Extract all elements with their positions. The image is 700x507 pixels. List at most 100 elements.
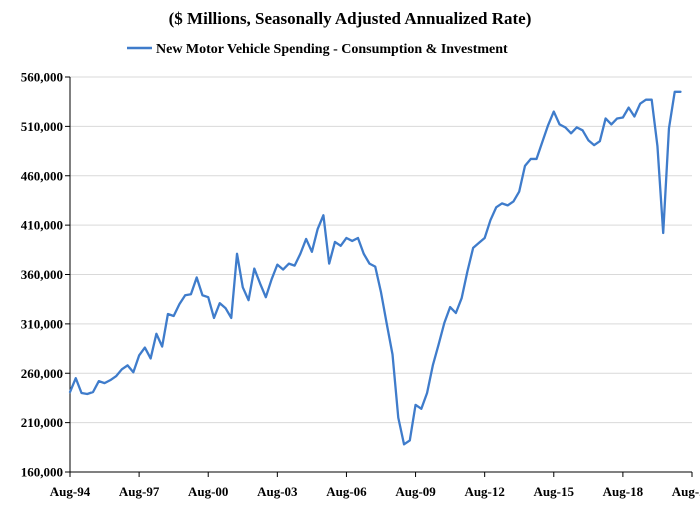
data-point	[495, 206, 497, 208]
data-point	[173, 315, 175, 317]
data-point	[472, 247, 474, 249]
data-point	[115, 375, 117, 377]
data-point	[311, 251, 313, 253]
data-point	[605, 117, 607, 120]
data-point	[236, 253, 238, 255]
data-point	[420, 408, 422, 410]
data-point	[593, 144, 595, 146]
x-tick-label: Aug-18	[603, 484, 644, 499]
data-point	[507, 204, 509, 206]
x-tick-label: Aug-09	[395, 484, 436, 499]
data-point	[651, 99, 653, 101]
data-point	[357, 237, 359, 239]
data-point	[426, 392, 428, 394]
data-point	[489, 219, 492, 221]
data-point	[265, 296, 267, 298]
data-point	[518, 190, 520, 193]
data-point	[230, 317, 232, 319]
y-tick-label: 210,000	[21, 415, 63, 430]
data-point	[501, 202, 503, 204]
data-point	[449, 306, 451, 308]
data-point	[224, 307, 227, 309]
data-point	[512, 200, 515, 203]
data-point	[639, 103, 641, 105]
data-point	[558, 123, 561, 125]
series-line-new-motor-vehicle-spending	[68, 90, 682, 446]
legend: New Motor Vehicle Spending - Consumption…	[127, 42, 508, 57]
data-point	[351, 240, 353, 242]
data-point	[150, 357, 152, 360]
data-point	[679, 91, 682, 93]
data-point	[345, 237, 348, 239]
data-point	[213, 317, 215, 319]
y-tick-label: 460,000	[21, 168, 63, 183]
data-point	[288, 263, 290, 265]
data-point	[466, 270, 468, 273]
data-point	[328, 263, 330, 265]
data-point	[109, 379, 111, 381]
data-point	[674, 91, 676, 93]
x-tick-label: Aug-00	[188, 484, 228, 499]
chart-title: ($ Millions, Seasonally Adjusted Annuali…	[169, 9, 532, 28]
x-tick-label: Aug-06	[326, 484, 367, 499]
data-point	[167, 313, 169, 315]
data-point	[553, 110, 555, 113]
data-point	[80, 392, 83, 394]
data-point	[386, 323, 388, 325]
data-point	[656, 145, 659, 147]
data-point	[322, 214, 325, 216]
data-point	[368, 263, 371, 265]
data-point	[535, 158, 538, 160]
data-point	[587, 139, 589, 141]
data-point	[317, 228, 319, 230]
data-point	[432, 364, 434, 366]
data-point	[668, 127, 670, 129]
data-point	[75, 377, 77, 379]
y-tick-label: 310,000	[21, 316, 63, 331]
data-point	[363, 253, 365, 255]
data-point	[98, 380, 100, 382]
data-point	[414, 404, 417, 406]
data-point	[69, 391, 71, 393]
data-point	[484, 237, 486, 239]
data-point	[103, 382, 106, 384]
data-point	[437, 344, 440, 346]
data-point	[374, 266, 376, 268]
data-point	[86, 393, 88, 395]
data-point	[126, 364, 129, 366]
data-point	[294, 265, 296, 267]
data-point	[276, 264, 278, 266]
data-point	[443, 322, 445, 324]
data-point	[628, 107, 630, 109]
data-point	[409, 439, 411, 441]
y-tick-label: 160,000	[21, 465, 63, 480]
legend-label: New Motor Vehicle Spending - Consumption…	[156, 42, 508, 57]
data-point	[207, 296, 209, 298]
data-point	[564, 126, 566, 128]
series-points	[69, 91, 682, 445]
data-point	[242, 286, 244, 288]
data-point	[391, 353, 394, 356]
data-point	[581, 129, 584, 131]
y-tick-label: 360,000	[21, 267, 63, 282]
x-tick-label: Aug-03	[257, 484, 298, 499]
data-point	[616, 117, 618, 120]
data-point	[219, 302, 221, 304]
data-point	[461, 297, 463, 299]
x-axis-ticks: Aug-94 Aug-97 Aug-00 Aug-03 Aug-06 Aug-09 Aug-…	[50, 472, 700, 499]
data-point	[645, 99, 647, 101]
gridlines	[70, 76, 692, 424]
x-tick-label: Aug-94	[50, 484, 91, 499]
data-point	[599, 140, 601, 142]
data-point	[541, 141, 543, 143]
data-point	[247, 299, 250, 301]
y-tick-label: 510,000	[21, 119, 63, 134]
data-point	[305, 238, 307, 240]
data-point	[334, 241, 336, 243]
data-point	[524, 165, 526, 167]
data-point	[455, 312, 457, 314]
data-point	[161, 345, 163, 348]
x-tick-label: Aug-15	[534, 484, 575, 499]
data-point	[610, 123, 612, 125]
